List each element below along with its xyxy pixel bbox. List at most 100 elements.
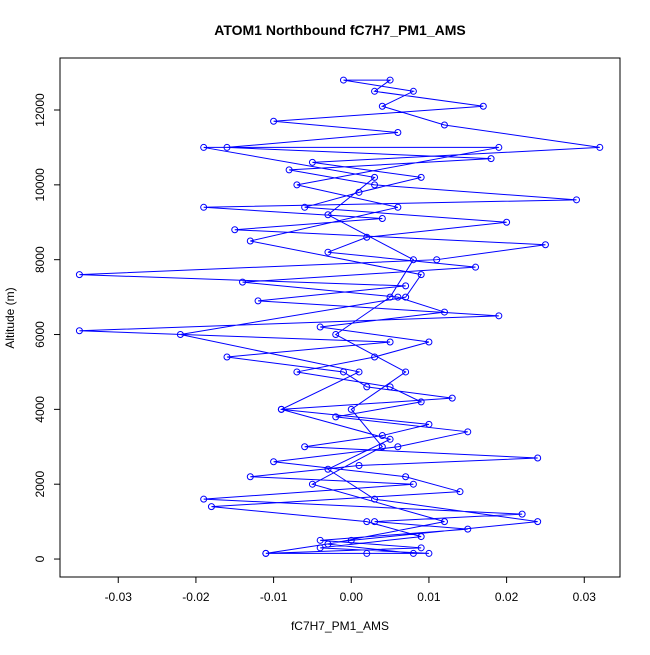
x-tick-label: 0.03	[573, 590, 597, 604]
data-point	[425, 549, 433, 557]
data-point	[394, 128, 402, 136]
data-point	[417, 271, 425, 279]
data-point	[200, 495, 208, 503]
data-point	[332, 331, 340, 339]
data-point	[371, 495, 379, 503]
data-point	[386, 293, 394, 301]
data-point	[355, 188, 363, 196]
data-point	[324, 248, 332, 256]
y-tick-label: 2000	[33, 471, 47, 498]
data-line	[79, 79, 600, 554]
data-point	[479, 102, 487, 110]
x-axis-label: fC7H7_PM1_AMS	[291, 619, 389, 633]
data-point	[371, 181, 379, 189]
data-point	[363, 383, 371, 391]
data-point	[409, 87, 417, 95]
data-point	[246, 473, 254, 481]
data-point	[200, 203, 208, 211]
y-tick-label: 4000	[33, 396, 47, 423]
data-point	[495, 143, 503, 151]
data-point	[293, 181, 301, 189]
data-point	[176, 331, 184, 339]
data-point	[239, 278, 247, 286]
data-point	[200, 143, 208, 151]
data-point	[440, 308, 448, 316]
data-point	[363, 233, 371, 241]
data-point	[402, 473, 410, 481]
data-point	[409, 256, 417, 264]
data-point	[378, 215, 386, 223]
data-point	[277, 405, 285, 413]
data-point	[75, 271, 83, 279]
data-point	[308, 480, 316, 488]
data-point	[402, 293, 410, 301]
y-tick-label: 6000	[33, 321, 47, 348]
data-point	[316, 544, 324, 552]
data-point	[386, 338, 394, 346]
data-point	[324, 211, 332, 219]
data-point	[487, 155, 495, 163]
data-point	[440, 518, 448, 526]
data-point	[596, 143, 604, 151]
data-point	[534, 454, 542, 462]
data-point	[378, 432, 386, 440]
data-point	[464, 428, 472, 436]
data-point	[464, 525, 472, 533]
y-tick-label: 12000	[33, 93, 47, 127]
data-point	[363, 549, 371, 557]
data-point	[285, 166, 293, 174]
data-point	[316, 536, 324, 544]
x-tick-label: -0.02	[182, 590, 210, 604]
x-tick-label: 0.01	[417, 590, 441, 604]
data-point	[495, 312, 503, 320]
data-point	[417, 533, 425, 541]
data-point	[472, 263, 480, 271]
chart-title: ATOM1 Northbound fC7H7_PM1_AMS	[214, 22, 466, 38]
data-point	[386, 383, 394, 391]
data-point	[378, 102, 386, 110]
data-point	[246, 237, 254, 245]
data-point	[534, 518, 542, 526]
data-point	[371, 173, 379, 181]
data-point	[433, 256, 441, 264]
data-point	[223, 353, 231, 361]
data-point	[394, 293, 402, 301]
data-point	[541, 241, 549, 249]
data-point	[417, 398, 425, 406]
data-point	[394, 203, 402, 211]
data-point	[355, 368, 363, 376]
plot-frame	[59, 57, 621, 578]
data-point	[409, 480, 417, 488]
data-point	[347, 536, 355, 544]
data-point	[417, 173, 425, 181]
data-point	[223, 143, 231, 151]
x-tick-label: -0.01	[260, 590, 288, 604]
y-tick-label: 8000	[33, 246, 47, 273]
data-point	[448, 394, 456, 402]
data-point	[409, 549, 417, 557]
data-point	[456, 488, 464, 496]
data-point	[339, 76, 347, 84]
data-point	[254, 297, 262, 305]
data-point	[371, 87, 379, 95]
data-point	[301, 203, 309, 211]
data-point	[417, 544, 425, 552]
y-tick-label: 0	[33, 555, 47, 562]
data-point	[324, 540, 332, 548]
data-point	[402, 368, 410, 376]
data-point	[332, 413, 340, 421]
data-point	[503, 218, 511, 226]
x-tick-label: -0.03	[105, 590, 133, 604]
data-point	[394, 443, 402, 451]
data-point	[378, 443, 386, 451]
data-point	[355, 461, 363, 469]
y-axis-label: Altitude (m)	[3, 287, 17, 348]
data-point	[440, 121, 448, 129]
data-point	[425, 338, 433, 346]
data-point	[386, 76, 394, 84]
data-point	[207, 503, 215, 511]
data-point	[231, 226, 239, 234]
data-point	[573, 196, 581, 204]
